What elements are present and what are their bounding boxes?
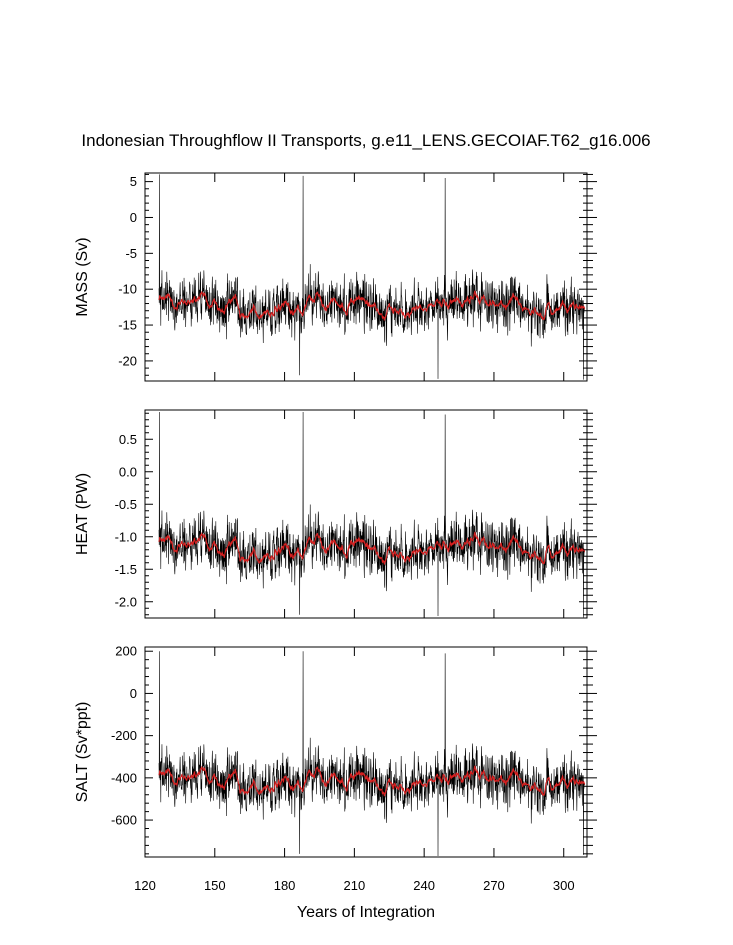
x-tick-label: 240: [413, 878, 435, 893]
series-raw-salt: [158, 651, 585, 856]
y-tick-label: -10: [118, 282, 137, 297]
y-tick-label: 0.0: [119, 464, 137, 479]
series-raw-mass: [158, 174, 585, 380]
x-axis-label: Years of Integration: [297, 904, 435, 921]
y-tick-label: -15: [118, 318, 137, 333]
y-tick-label: -1.5: [115, 562, 137, 577]
x-tick-label: 300: [553, 878, 575, 893]
plot-frame-salt: [144, 646, 588, 858]
series-smoothed-salt: [158, 765, 586, 797]
y-tick-label: 0.5: [119, 432, 137, 447]
panel-salt: 200 0 -200 -400 -600 SALT (Sv*ppt): [74, 644, 597, 858]
x-tick-labels: 120 150 180 210 240 270 300: [134, 878, 574, 893]
chart-title: Indonesian Throughflow II Transports, g.…: [81, 131, 650, 150]
y-tick-label: -400: [111, 770, 137, 785]
y-axis-label-salt: SALT (Sv*ppt): [74, 702, 91, 803]
y-axis-label-heat: HEAT (PW): [74, 473, 91, 555]
x-tick-label: 120: [134, 878, 156, 893]
x-tick-label: 270: [483, 878, 505, 893]
x-tick-label: 150: [204, 878, 226, 893]
y-tick-label: 5: [130, 174, 137, 189]
y-tick-label: 200: [115, 644, 137, 659]
series-smoothed-heat: [158, 531, 586, 565]
series-raw-heat: [158, 411, 585, 618]
y-tick-label: -5: [125, 246, 137, 261]
y-tick-label: 0: [130, 210, 137, 225]
x-tick-label: 210: [344, 878, 366, 893]
plot-frame-heat: [144, 409, 588, 619]
y-tick-label: -2.0: [115, 594, 137, 609]
y-tick-label: -600: [111, 813, 137, 828]
plot-frame-mass: [144, 172, 588, 382]
y-tick-label: -200: [111, 728, 137, 743]
panel-mass: 5 0 -5 -10 -15 -20 MASS (Sv): [74, 172, 597, 382]
series-smoothed-mass: [158, 290, 586, 321]
y-tick-label: -20: [118, 353, 137, 368]
panel-heat: 0.5 0.0 -0.5 -1.0 -1.5 -2.0 HEAT (PW): [74, 409, 597, 619]
y-tick-label: -0.5: [115, 497, 137, 512]
y-tick-label: 0: [130, 686, 137, 701]
y-axis-label-mass: MASS (Sv): [74, 237, 91, 316]
y-tick-label: -1.0: [115, 529, 137, 544]
x-tick-label: 180: [274, 878, 296, 893]
